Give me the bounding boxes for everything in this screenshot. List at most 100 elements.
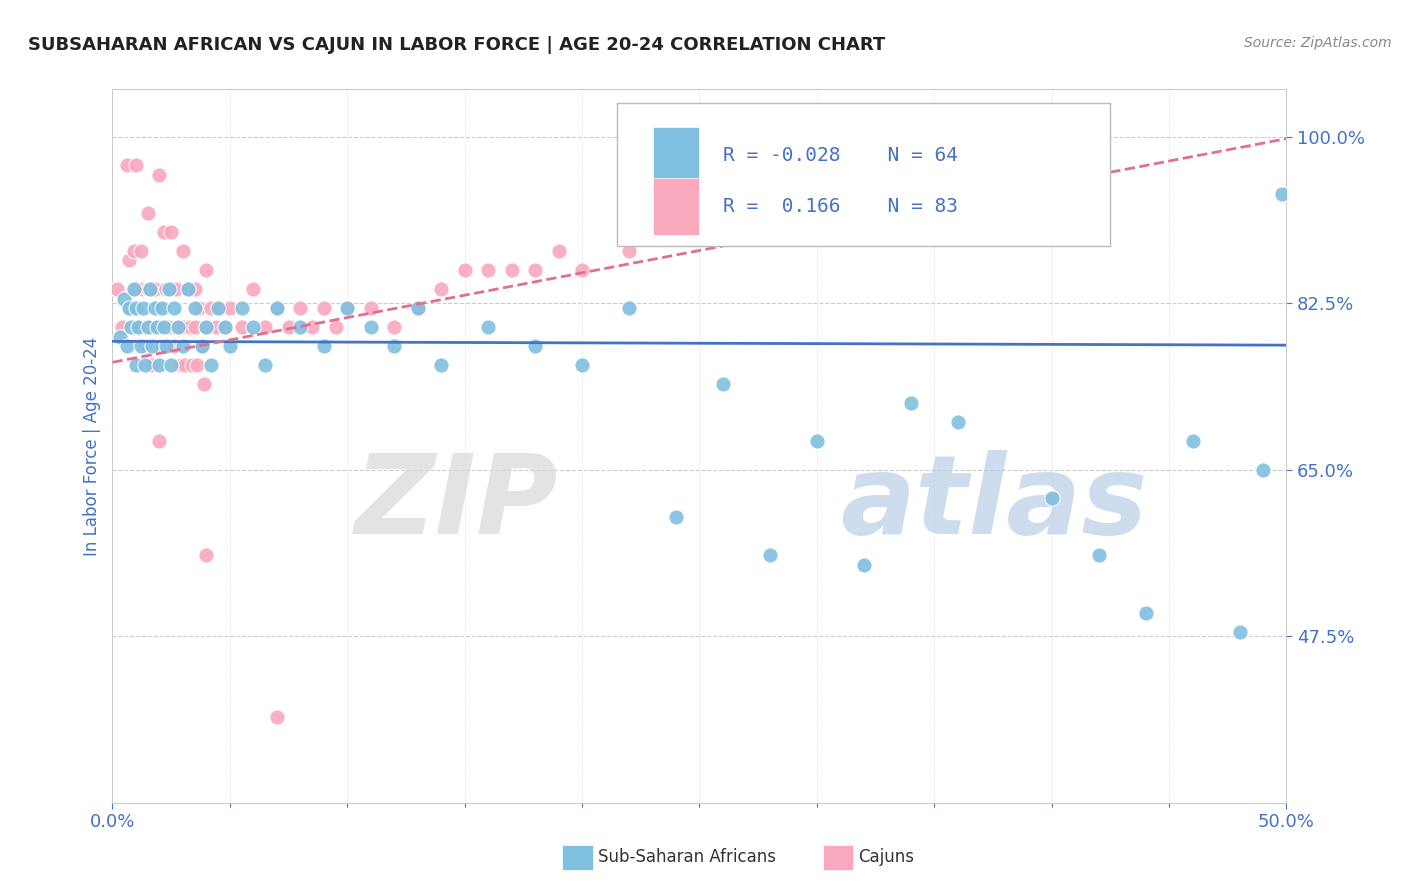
Point: [711, 225, 734, 239]
Point: [122, 244, 145, 258]
Text: Cajuns: Cajuns: [858, 848, 914, 866]
Point: [946, 168, 969, 182]
Point: [134, 358, 156, 372]
Point: [115, 158, 138, 172]
Point: [139, 282, 162, 296]
Point: [111, 320, 134, 334]
Point: [127, 320, 149, 334]
Point: [900, 168, 922, 182]
Point: [382, 339, 405, 353]
Y-axis label: In Labor Force | Age 20-24: In Labor Force | Age 20-24: [83, 336, 101, 556]
Point: [312, 339, 335, 353]
Point: [524, 339, 547, 353]
Point: [254, 358, 277, 372]
Point: [167, 320, 190, 334]
Text: atlas: atlas: [841, 450, 1147, 557]
Text: R =  0.166    N = 83: R = 0.166 N = 83: [723, 197, 957, 217]
Point: [105, 282, 128, 296]
Point: [266, 710, 288, 724]
Point: [195, 549, 218, 563]
Point: [141, 358, 163, 372]
Point: [139, 320, 162, 334]
Point: [231, 301, 253, 315]
Point: [994, 149, 1017, 163]
Point: [453, 263, 475, 277]
Point: [360, 301, 382, 315]
Point: [136, 320, 159, 334]
Point: [129, 244, 152, 258]
Point: [900, 396, 922, 410]
Text: Sub-Saharan Africans: Sub-Saharan Africans: [598, 848, 776, 866]
Point: [477, 320, 499, 334]
Point: [183, 320, 205, 334]
Point: [501, 263, 523, 277]
Point: [266, 301, 288, 315]
Point: [277, 320, 299, 334]
Point: [176, 282, 198, 296]
Point: [176, 282, 198, 296]
Text: R = -0.028    N = 64: R = -0.028 N = 64: [723, 146, 957, 165]
Point: [141, 339, 163, 353]
Point: [759, 549, 782, 563]
Point: [167, 320, 190, 334]
Point: [172, 339, 194, 353]
Point: [290, 320, 312, 334]
Point: [665, 225, 688, 239]
Point: [759, 206, 782, 220]
Point: [242, 282, 264, 296]
Point: [172, 320, 194, 334]
Point: [195, 320, 218, 334]
Point: [1251, 463, 1274, 477]
Point: [547, 244, 569, 258]
Point: [1087, 549, 1109, 563]
Point: [1271, 186, 1294, 201]
FancyBboxPatch shape: [652, 178, 700, 235]
Point: [148, 168, 170, 182]
Point: [207, 301, 229, 315]
Point: [406, 301, 429, 315]
FancyBboxPatch shape: [617, 103, 1111, 246]
Point: [155, 282, 177, 296]
Point: [157, 282, 180, 296]
Point: [571, 263, 593, 277]
Point: [806, 206, 828, 220]
Point: [711, 377, 734, 392]
Point: [112, 292, 135, 306]
Point: [129, 339, 152, 353]
Point: [336, 301, 359, 315]
Point: [204, 320, 226, 334]
Point: [290, 301, 312, 315]
Point: [477, 263, 499, 277]
Point: [617, 244, 640, 258]
Point: [146, 320, 169, 334]
Point: [195, 263, 218, 277]
Point: [1040, 149, 1063, 163]
Point: [430, 282, 453, 296]
Point: [153, 320, 176, 334]
Point: [1040, 491, 1063, 506]
Point: [242, 320, 264, 334]
Point: [382, 320, 405, 334]
Point: [200, 301, 222, 315]
Point: [148, 358, 170, 372]
Point: [148, 434, 170, 449]
Point: [617, 301, 640, 315]
Point: [120, 301, 142, 315]
Point: [852, 186, 875, 201]
Point: [160, 358, 183, 372]
Point: [360, 320, 382, 334]
Point: [115, 339, 138, 353]
Point: [214, 320, 236, 334]
Point: [146, 320, 169, 334]
Point: [219, 301, 242, 315]
Point: [312, 301, 335, 315]
Point: [193, 377, 215, 392]
Point: [524, 263, 547, 277]
Point: [134, 339, 156, 353]
Point: [108, 329, 131, 343]
Point: [165, 282, 187, 296]
Point: [172, 244, 194, 258]
Point: [125, 158, 148, 172]
Point: [190, 339, 212, 353]
Point: [136, 206, 159, 220]
